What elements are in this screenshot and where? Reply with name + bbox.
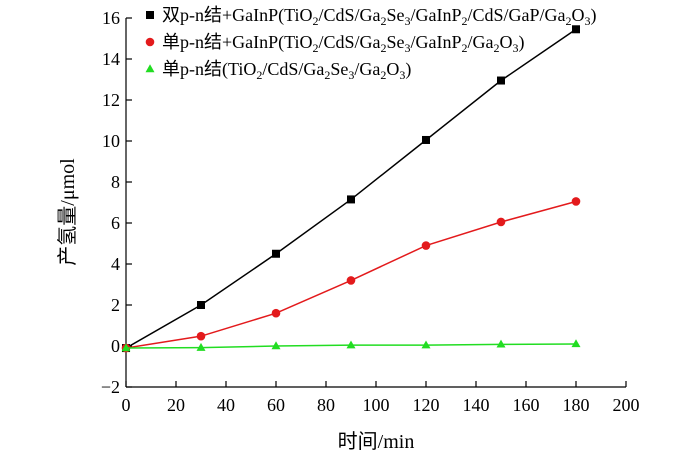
y-tick-label: 10 bbox=[102, 131, 120, 151]
y-tick-label: 12 bbox=[102, 90, 120, 110]
y-tick-label: 2 bbox=[111, 295, 120, 315]
data-point bbox=[271, 341, 281, 350]
data-point bbox=[571, 197, 581, 206]
y-tick-label: 8 bbox=[111, 172, 120, 192]
legend: 双p-n结+GaInP(TiO2/CdS/Ga2Se3/GaInP2/CdS/G… bbox=[145, 5, 597, 82]
series-2 bbox=[121, 197, 581, 353]
y-axis-label: 产氢量/μmol bbox=[56, 158, 79, 266]
x-tick-label: 160 bbox=[513, 395, 540, 415]
data-point bbox=[421, 340, 431, 349]
data-point bbox=[197, 301, 205, 309]
legend-marker bbox=[146, 11, 154, 19]
data-point bbox=[196, 331, 206, 341]
data-point bbox=[422, 135, 430, 144]
x-tick-label: 80 bbox=[317, 395, 335, 415]
data-point bbox=[497, 76, 505, 85]
x-tick-label: 140 bbox=[463, 395, 490, 415]
y-tick-label: 14 bbox=[102, 49, 120, 69]
data-point bbox=[272, 249, 280, 258]
data-point bbox=[346, 276, 356, 285]
y-tick-label: −2 bbox=[101, 377, 120, 397]
data-point bbox=[421, 241, 431, 250]
legend-item: 单p-n结(TiO2/CdS/Ga2Se3/Ga2O3) bbox=[145, 59, 411, 82]
data-point bbox=[121, 343, 131, 352]
legend-marker bbox=[145, 64, 155, 73]
x-tick-label: 120 bbox=[413, 395, 440, 415]
data-point bbox=[271, 308, 281, 318]
x-tick-label: 40 bbox=[217, 395, 235, 415]
x-tick-label: 180 bbox=[563, 395, 590, 415]
y-tick-label: 0 bbox=[111, 336, 120, 356]
legend-label: 双p-n结+GaInP(TiO2/CdS/Ga2Se3/GaInP2/CdS/G… bbox=[162, 5, 597, 28]
data-point bbox=[496, 339, 506, 348]
y-tick-label: 16 bbox=[102, 8, 120, 28]
y-ticks: −2 0 2 4 6 8 10 12 14 16 bbox=[101, 8, 132, 397]
data-point bbox=[196, 342, 206, 351]
data-point bbox=[496, 217, 506, 227]
x-tick-label: 0 bbox=[122, 395, 131, 415]
legend-item: 双p-n结+GaInP(TiO2/CdS/Ga2Se3/GaInP2/CdS/G… bbox=[146, 5, 597, 28]
x-tick-label: 200 bbox=[613, 395, 640, 415]
y-tick-label: 6 bbox=[111, 213, 120, 233]
y-tick-label: 4 bbox=[111, 254, 120, 274]
series-line bbox=[125, 200, 577, 349]
data-point bbox=[346, 340, 356, 349]
series-3 bbox=[121, 339, 581, 352]
legend-marker bbox=[145, 37, 155, 47]
data-point bbox=[572, 25, 580, 34]
x-tick-label: 20 bbox=[167, 395, 185, 415]
x-ticks: 0 20 40 60 80 100 120 140 160 180 200 bbox=[122, 381, 640, 415]
data-point bbox=[347, 195, 355, 204]
data-point bbox=[571, 339, 581, 348]
legend-item: 单p-n结+GaInP(TiO2/CdS/Ga2Se3/GaInP2/Ga2O3… bbox=[145, 32, 525, 55]
legend-label: 单p-n结+GaInP(TiO2/CdS/Ga2Se3/GaInP2/Ga2O3… bbox=[162, 32, 525, 55]
x-tick-label: 100 bbox=[363, 395, 390, 415]
x-axis-label: 时间/min bbox=[338, 430, 415, 453]
legend-label: 单p-n结(TiO2/CdS/Ga2Se3/Ga2O3) bbox=[162, 59, 411, 82]
x-tick-label: 60 bbox=[267, 395, 285, 415]
series-layer bbox=[121, 25, 581, 353]
